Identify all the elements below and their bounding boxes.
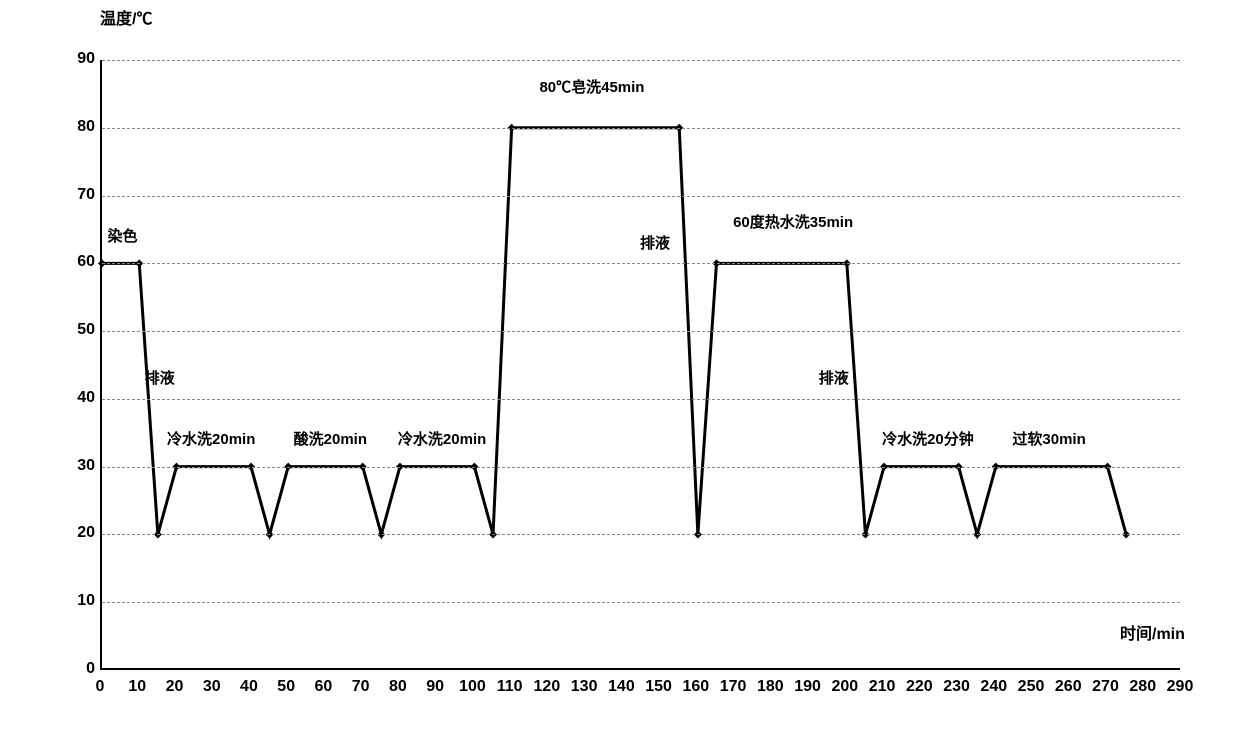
x-tick-label: 190 xyxy=(790,678,826,696)
grid-line xyxy=(102,399,1180,400)
x-tick-label: 280 xyxy=(1125,678,1161,696)
annotation-label: 排液 xyxy=(145,367,175,388)
x-tick-label: 120 xyxy=(529,678,565,696)
x-tick-label: 290 xyxy=(1162,678,1198,696)
x-tick-label: 170 xyxy=(715,678,751,696)
annotation-label: 染色 xyxy=(107,225,137,246)
y-tick-label: 40 xyxy=(65,389,95,407)
x-tick-label: 110 xyxy=(492,678,528,696)
x-tick-label: 20 xyxy=(156,678,192,696)
x-tick-label: 150 xyxy=(641,678,677,696)
y-tick-label: 90 xyxy=(65,50,95,68)
x-tick-label: 40 xyxy=(231,678,267,696)
y-tick-label: 0 xyxy=(65,660,95,678)
grid-line xyxy=(102,534,1180,535)
x-tick-label: 70 xyxy=(343,678,379,696)
x-tick-label: 240 xyxy=(976,678,1012,696)
y-axis-title: 温度/℃ xyxy=(100,5,152,29)
annotation-label: 冷水洗20min xyxy=(398,428,486,449)
x-tick-label: 50 xyxy=(268,678,304,696)
annotation-label: 80℃皂洗45min xyxy=(539,76,644,97)
x-tick-label: 230 xyxy=(939,678,975,696)
x-tick-label: 220 xyxy=(901,678,937,696)
y-tick-label: 80 xyxy=(65,118,95,136)
grid-line xyxy=(102,196,1180,197)
x-tick-label: 200 xyxy=(827,678,863,696)
y-tick-label: 60 xyxy=(65,253,95,271)
grid-line xyxy=(102,263,1180,264)
y-tick-label: 10 xyxy=(65,592,95,610)
x-tick-label: 260 xyxy=(1050,678,1086,696)
annotation-label: 冷水洗20min xyxy=(167,428,255,449)
plot-area xyxy=(100,60,1180,670)
x-tick-label: 180 xyxy=(752,678,788,696)
annotation-label: 过软30min xyxy=(1012,428,1085,449)
x-tick-label: 0 xyxy=(82,678,118,696)
x-tick-label: 270 xyxy=(1088,678,1124,696)
x-tick-label: 10 xyxy=(119,678,155,696)
x-tick-label: 210 xyxy=(864,678,900,696)
x-tick-label: 250 xyxy=(1013,678,1049,696)
x-tick-label: 130 xyxy=(566,678,602,696)
x-tick-label: 140 xyxy=(603,678,639,696)
y-tick-label: 20 xyxy=(65,524,95,542)
annotation-label: 60度热水洗35min xyxy=(733,211,853,232)
grid-line xyxy=(102,602,1180,603)
y-tick-label: 30 xyxy=(65,457,95,475)
chart-container: 温度/℃ 时间/min 0102030405060708090010203040… xyxy=(40,20,1200,720)
grid-line xyxy=(102,128,1180,129)
grid-line xyxy=(102,467,1180,468)
x-tick-label: 80 xyxy=(380,678,416,696)
x-tick-label: 160 xyxy=(678,678,714,696)
grid-line xyxy=(102,331,1180,332)
x-tick-label: 30 xyxy=(194,678,230,696)
grid-line xyxy=(102,60,1180,61)
y-tick-label: 50 xyxy=(65,321,95,339)
annotation-label: 冷水洗20分钟 xyxy=(882,428,974,449)
x-tick-label: 100 xyxy=(454,678,490,696)
annotation-label: 排液 xyxy=(819,367,849,388)
y-tick-label: 70 xyxy=(65,186,95,204)
annotation-label: 酸洗20min xyxy=(294,428,367,449)
line-layer xyxy=(102,60,1182,670)
annotation-label: 排液 xyxy=(640,232,670,253)
x-tick-label: 60 xyxy=(305,678,341,696)
x-tick-label: 90 xyxy=(417,678,453,696)
